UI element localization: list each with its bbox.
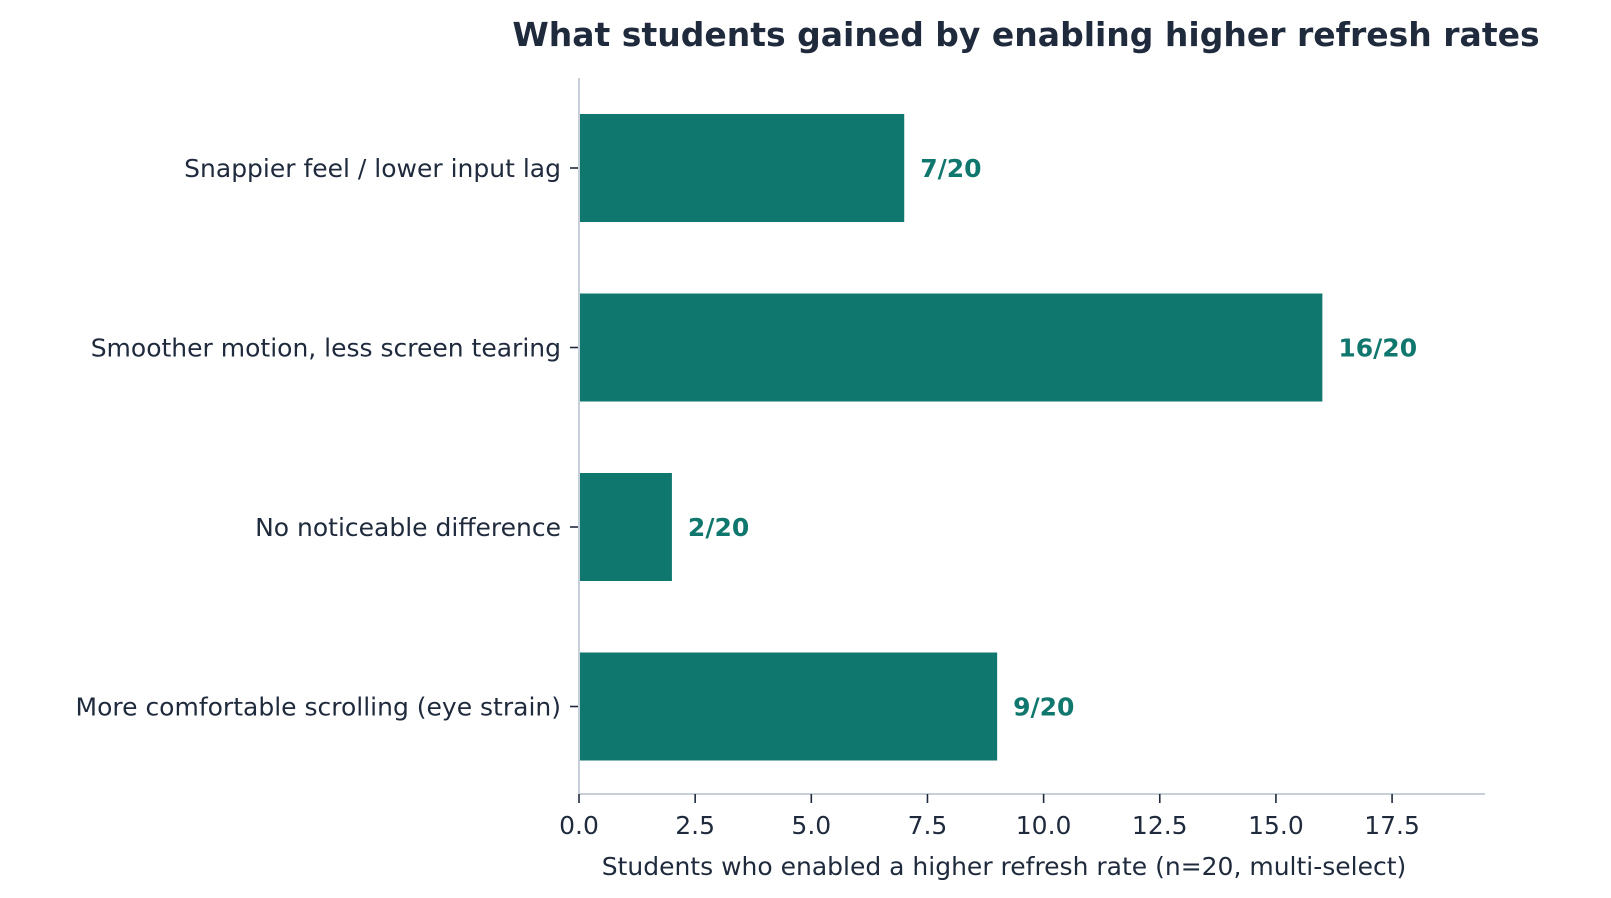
- y-tick-label: No noticeable difference: [255, 513, 561, 542]
- x-tick-label: 12.5: [1132, 811, 1188, 840]
- x-tick-label: 17.5: [1364, 811, 1420, 840]
- axes-layer: Snappier feel / lower input lag Smoother …: [76, 78, 1485, 840]
- bar: [579, 473, 672, 581]
- bar: [579, 293, 1323, 402]
- x-tick-label: 10.0: [1016, 811, 1072, 840]
- bar-value-label: 2/20: [688, 513, 749, 542]
- x-tick-label: 5.0: [791, 811, 831, 840]
- x-tick-label: 2.5: [675, 811, 715, 840]
- x-tick-label: 0.0: [559, 811, 599, 840]
- bar-value-label: 9/20: [1013, 693, 1074, 722]
- bars-layer: 7/20 16/20 2/20 9/20: [579, 114, 1417, 761]
- bar: [579, 114, 905, 222]
- y-tick-label: More comfortable scrolling (eye strain): [76, 693, 561, 722]
- chart-title: What students gained by enabling higher …: [512, 15, 1539, 54]
- x-tick-label: 7.5: [908, 811, 948, 840]
- y-tick-label: Snappier feel / lower input lag: [184, 154, 561, 183]
- y-tick-label: Smoother motion, less screen tearing: [91, 334, 561, 363]
- bar-value-label: 16/20: [1338, 334, 1417, 363]
- bar-value-label: 7/20: [920, 154, 981, 183]
- x-axis-label: Students who enabled a higher refresh ra…: [602, 852, 1407, 881]
- bar: [579, 652, 998, 761]
- x-tick-label: 15.0: [1248, 811, 1304, 840]
